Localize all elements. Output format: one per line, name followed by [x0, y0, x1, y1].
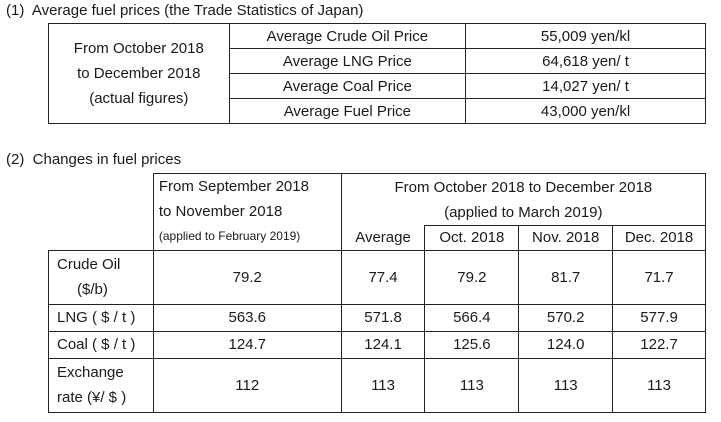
- curr-period-line2: (applied to March 2019): [444, 203, 603, 221]
- exchange-avg: 113: [340, 357, 426, 413]
- table-row: From October 2018 to December 2018 (actu…: [48, 23, 706, 124]
- table-row: Crude Oil ($/b) 79.2 77.4 79.2 81.7 71.7: [48, 249, 706, 305]
- table-row: Average Fuel Price 43,000 yen/kl: [49, 98, 706, 124]
- exchange-dec: 113: [612, 357, 706, 413]
- coal-price-label: Average Coal Price: [228, 73, 467, 99]
- col-nov-header: Nov. 2018: [518, 225, 613, 251]
- crude-oil-dec: 71.7: [612, 249, 706, 305]
- col-average-header: Average: [340, 225, 425, 251]
- prev-period-line1: From September 2018: [158, 178, 309, 196]
- period-line1: From October 2018: [73, 40, 204, 57]
- prev-period-header: From September 2018 to November 2018 (ap…: [152, 173, 342, 251]
- exchange-oct: 113: [424, 357, 520, 413]
- prev-period-line3: (applied to February 2019): [158, 229, 301, 244]
- table-row: LNG ( $ / t ) 563.6 571.8 566.4 570.2 57…: [48, 303, 706, 332]
- period-line2: to December 2018: [77, 65, 201, 82]
- section2-heading: (2) Changes in fuel prices: [6, 151, 182, 168]
- crude-oil-row-label: Crude Oil ($/b): [48, 249, 154, 305]
- lng-oct: 566.4: [424, 303, 520, 332]
- crude-oil-label-line2: ($/b): [77, 281, 108, 298]
- crude-oil-nov: 81.7: [518, 249, 614, 305]
- lng-dec: 577.9: [612, 303, 706, 332]
- fuel-price-value: 43,000 yen/kl: [465, 98, 706, 124]
- lng-avg: 571.8: [340, 303, 426, 332]
- lng-row-label: LNG ( $ / t ): [48, 303, 154, 332]
- fuel-price-label: Average Fuel Price: [228, 98, 467, 124]
- crude-oil-price-value: 55,009 yen/kl: [465, 23, 706, 49]
- exchange-nov: 113: [518, 357, 614, 413]
- corner-cell: [48, 173, 154, 251]
- curr-period-header: From October 2018 to December 2018 (appl…: [340, 173, 707, 226]
- col-oct-header: Oct. 2018: [424, 225, 519, 251]
- coal-prev: 124.7: [152, 330, 342, 359]
- col-dec-header: Dec. 2018: [612, 225, 706, 251]
- coal-row-label: Coal ( $ / t ): [48, 330, 154, 359]
- lng-prev: 563.6: [152, 303, 342, 332]
- prev-period-line2: to November 2018: [158, 203, 283, 221]
- crude-oil-oct: 79.2: [424, 249, 520, 305]
- lng-price-label: Average LNG Price: [228, 48, 467, 74]
- exchange-label-line1: Exchange: [57, 364, 124, 381]
- period-line3: (actual figures): [89, 90, 189, 107]
- lng-nov: 570.2: [518, 303, 614, 332]
- fuel-price-changes-table: From September 2018 to November 2018 (ap…: [48, 173, 707, 413]
- table-row: Average Oct. 2018 Nov. 2018 Dec. 2018: [49, 225, 706, 251]
- exchange-prev: 112: [152, 357, 342, 413]
- average-fuel-prices-table: From October 2018 to December 2018 (actu…: [48, 23, 706, 124]
- crude-oil-avg: 77.4: [340, 249, 426, 305]
- exchange-label-line2: rate (¥/ $ ): [57, 389, 127, 406]
- curr-period-line1: From October 2018 to December 2018: [394, 178, 653, 196]
- lng-price-value: 64,618 yen/ t: [465, 48, 706, 74]
- table-row: Exchange rate (¥/ $ ) 112 113 113 113 11…: [48, 357, 706, 413]
- period-cell: From October 2018 to December 2018 (actu…: [48, 23, 230, 124]
- crude-oil-label-line1: Crude Oil: [57, 256, 121, 273]
- table-row: Coal ( $ / t ) 124.7 124.1 125.6 124.0 1…: [48, 330, 706, 359]
- table-row: Average LNG Price 64,618 yen/ t: [49, 48, 706, 74]
- section1-heading: (1) Average fuel prices (the Trade Stati…: [6, 2, 364, 19]
- coal-nov: 124.0: [518, 330, 614, 359]
- coal-price-value: 14,027 yen/ t: [465, 73, 706, 99]
- coal-avg: 124.1: [340, 330, 426, 359]
- exchange-row-label: Exchange rate (¥/ $ ): [48, 357, 154, 413]
- table-row: From September 2018 to November 2018 (ap…: [48, 173, 707, 251]
- table-row: Average Coal Price 14,027 yen/ t: [49, 73, 706, 99]
- crude-oil-prev: 79.2: [152, 249, 342, 305]
- coal-oct: 125.6: [424, 330, 520, 359]
- coal-dec: 122.7: [612, 330, 706, 359]
- crude-oil-price-label: Average Crude Oil Price: [228, 23, 467, 49]
